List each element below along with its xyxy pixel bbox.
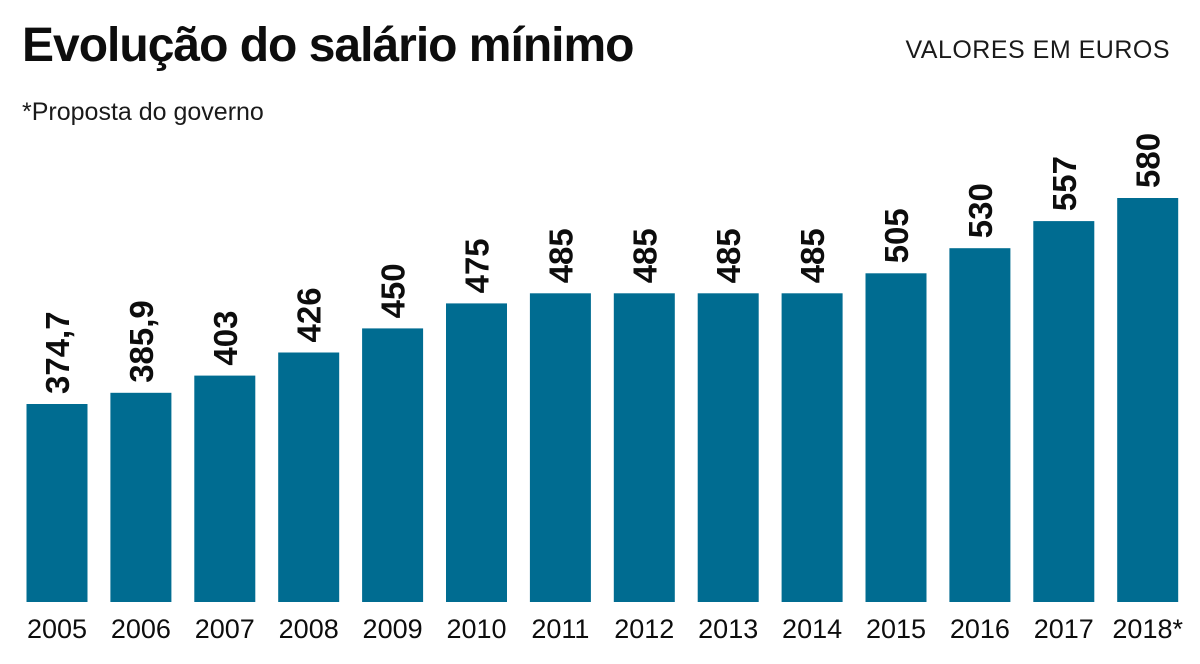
footnote: *Proposta do governo	[22, 98, 264, 126]
category-label: 2018*	[1112, 614, 1183, 644]
category-label: 2009	[363, 614, 423, 644]
value-label: 530	[962, 183, 999, 238]
category-label: 2017	[1034, 614, 1094, 644]
value-labels-group: 374,7 385,9 403 426 450 475 485 485 485 485 505 530…	[39, 133, 1167, 394]
category-label: 2005	[27, 614, 87, 644]
bar-2018-proposal	[1117, 198, 1179, 602]
bar-2009	[362, 328, 424, 602]
category-label: 2011	[531, 614, 589, 644]
bar-2014	[781, 293, 843, 602]
bars-group	[26, 198, 1179, 602]
value-label: 557	[1046, 156, 1083, 211]
value-label: 485	[794, 228, 831, 283]
bar-2007	[194, 375, 256, 602]
category-label: 2012	[614, 614, 674, 644]
bar-2015	[865, 273, 927, 602]
chart-title: Evolução do salário mínimo	[22, 19, 634, 72]
value-label: 450	[375, 263, 412, 318]
value-label: 426	[291, 287, 328, 342]
value-label: 385,9	[123, 300, 160, 383]
value-label: 475	[459, 238, 496, 293]
value-label: 505	[878, 208, 915, 263]
bar-2017	[1033, 221, 1095, 602]
category-label: 2008	[279, 614, 339, 644]
category-label: 2007	[195, 614, 255, 644]
bar-2011	[529, 293, 591, 602]
category-label: 2013	[698, 614, 758, 644]
category-labels-group: 2005 2006 2007 2008 2009 2010 2011 2012 2013 2014…	[27, 614, 1184, 644]
value-label: 485	[626, 228, 663, 283]
category-label: 2015	[866, 614, 926, 644]
bar-2008	[278, 352, 340, 602]
value-label: 485	[542, 228, 579, 283]
value-label: 580	[1130, 133, 1167, 188]
units-label: VALORES EM EUROS	[905, 36, 1170, 64]
category-label: 2006	[111, 614, 171, 644]
bar-2006	[110, 392, 172, 602]
value-label: 485	[710, 228, 747, 283]
value-label: 374,7	[39, 311, 76, 394]
bar-2010	[446, 303, 507, 602]
category-label: 2010	[446, 614, 506, 644]
category-label: 2014	[782, 614, 842, 644]
bar-2016	[949, 248, 1011, 602]
bar-2013	[697, 293, 759, 602]
category-label: 2016	[950, 614, 1010, 644]
value-label: 403	[207, 311, 244, 366]
bar-2012	[613, 293, 675, 602]
bar-2005	[26, 404, 88, 602]
